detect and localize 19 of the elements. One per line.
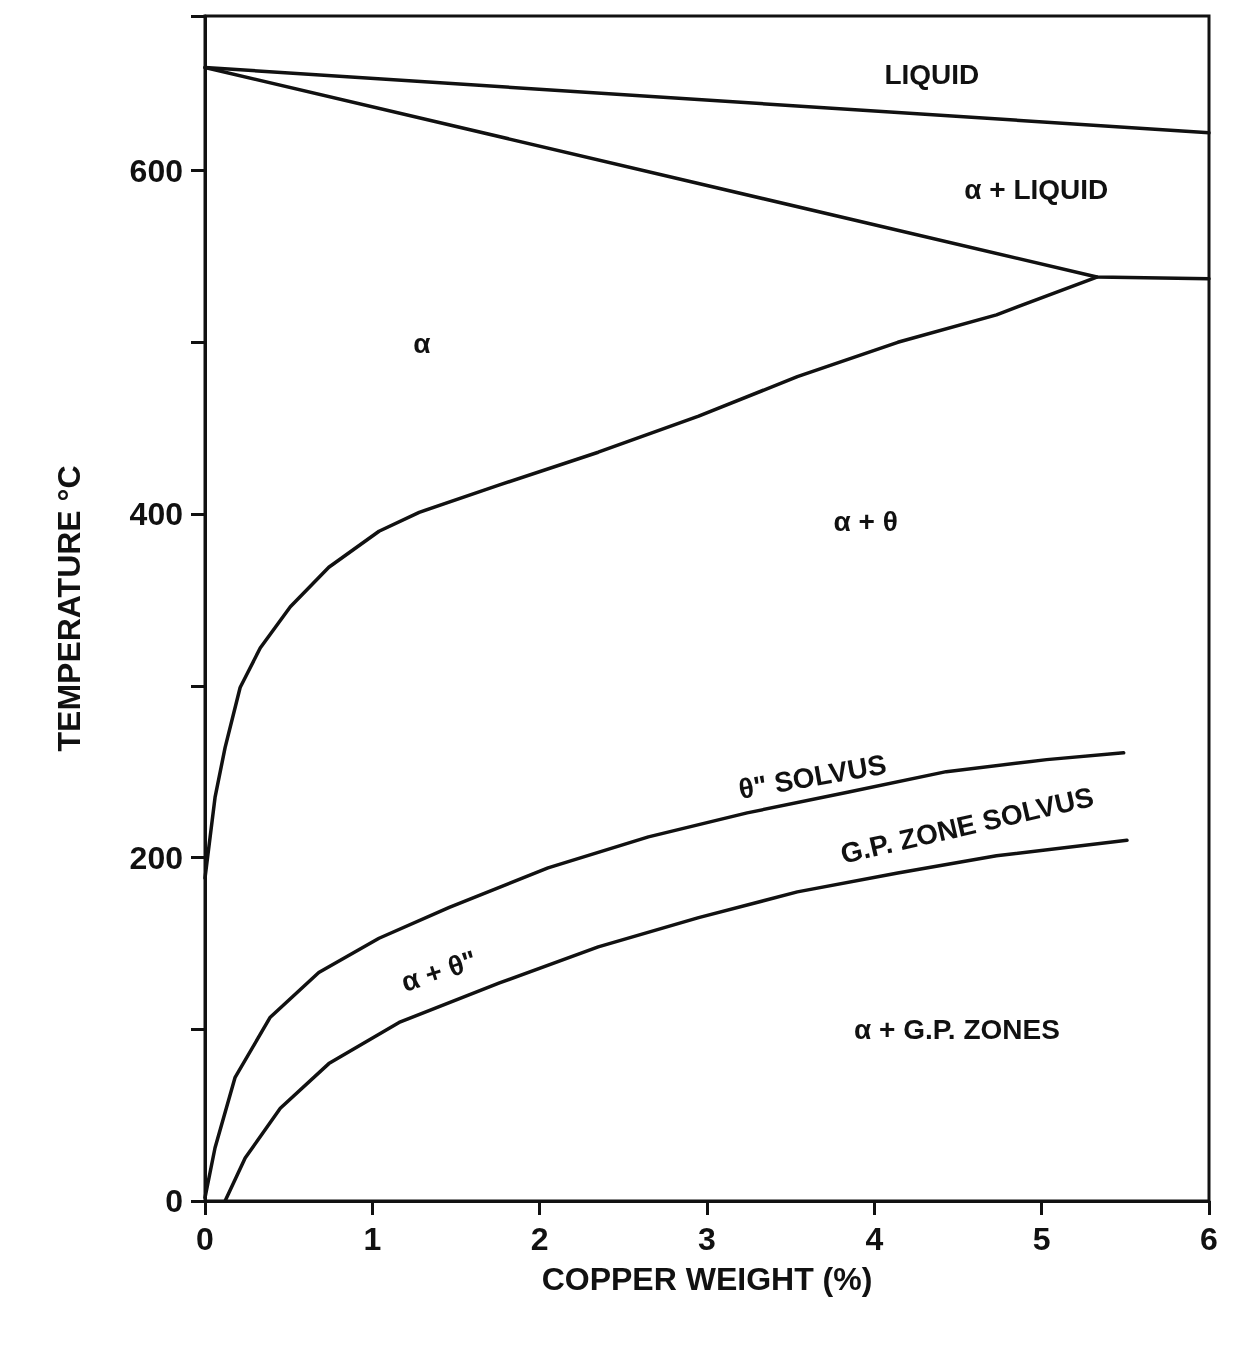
x-tick-label: 2	[530, 1221, 549, 1257]
y-tick-label: 200	[129, 839, 183, 876]
x-tick-label: 1	[363, 1221, 382, 1257]
x-tick-label: 5	[1032, 1221, 1051, 1257]
y-axis-title: TEMPERATURE °C	[51, 465, 87, 752]
y-tick-label: 400	[129, 496, 183, 533]
x-tick-label: 4	[865, 1221, 884, 1257]
y-tick-label: 600	[129, 152, 183, 189]
annotation: α + LIQUID	[964, 173, 1109, 205]
x-tick-label: 3	[698, 1221, 716, 1257]
annotation: α + θ"	[397, 944, 481, 998]
x-axis-title: COPPER WEIGHT (%)	[541, 1261, 873, 1297]
y-tick-label: 0	[165, 1183, 183, 1219]
x-tick-label: 0	[196, 1221, 214, 1257]
annotation: α + θ	[833, 506, 898, 538]
annotation: α + G.P. ZONES	[854, 1013, 1060, 1045]
x-tick-label: 6	[1200, 1221, 1218, 1257]
annotation: α	[413, 327, 431, 359]
annotation: LIQUID	[884, 58, 980, 90]
